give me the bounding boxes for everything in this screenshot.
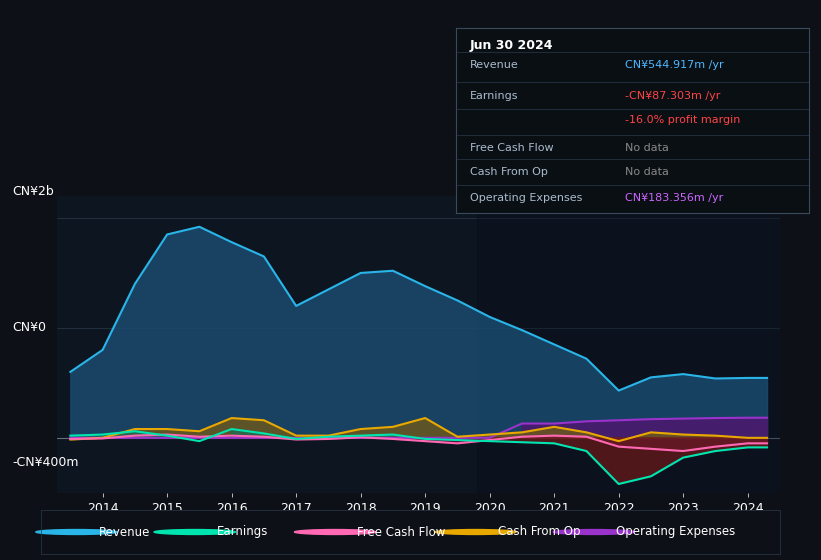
Text: CN¥2b: CN¥2b	[12, 185, 54, 198]
Text: Operating Expenses: Operating Expenses	[616, 525, 735, 539]
Text: Cash From Op: Cash From Op	[498, 525, 580, 539]
Text: Free Cash Flow: Free Cash Flow	[470, 143, 553, 153]
Text: Operating Expenses: Operating Expenses	[470, 193, 582, 203]
Text: -16.0% profit margin: -16.0% profit margin	[625, 115, 741, 125]
Circle shape	[553, 530, 635, 534]
Text: Jun 30 2024: Jun 30 2024	[470, 39, 553, 52]
Bar	[477, 196, 787, 493]
Circle shape	[36, 530, 117, 534]
Text: Earnings: Earnings	[217, 525, 268, 539]
Text: Earnings: Earnings	[470, 91, 518, 101]
Circle shape	[154, 530, 236, 534]
Text: CN¥0: CN¥0	[12, 321, 46, 334]
Text: CN¥544.917m /yr: CN¥544.917m /yr	[625, 60, 724, 70]
Circle shape	[435, 530, 516, 534]
Text: -CN¥87.303m /yr: -CN¥87.303m /yr	[625, 91, 721, 101]
Circle shape	[295, 530, 376, 534]
Text: No data: No data	[625, 167, 669, 177]
Text: No data: No data	[625, 143, 669, 153]
Text: CN¥183.356m /yr: CN¥183.356m /yr	[625, 193, 723, 203]
Text: Revenue: Revenue	[99, 525, 150, 539]
Text: Free Cash Flow: Free Cash Flow	[357, 525, 446, 539]
Text: -CN¥400m: -CN¥400m	[12, 455, 79, 469]
Text: Cash From Op: Cash From Op	[470, 167, 548, 177]
Text: Revenue: Revenue	[470, 60, 519, 70]
